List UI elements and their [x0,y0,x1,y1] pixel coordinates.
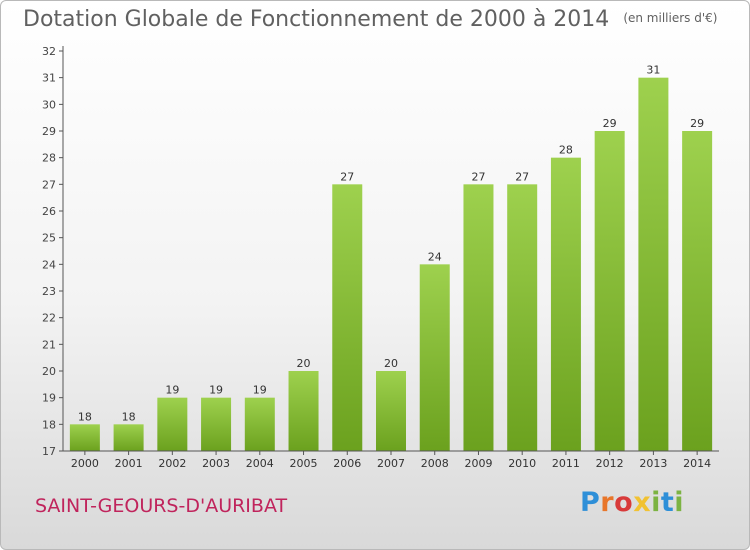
bar [288,371,319,451]
y-tick-label: 31 [42,72,56,85]
bar-value-label: 29 [690,117,704,130]
bar-value-label: 19 [165,384,179,397]
x-tick-label: 2008 [421,457,449,470]
x-tick-label: 2012 [596,457,624,470]
proxiti-logo: Proxiti [580,487,685,518]
x-tick-label: 2003 [202,457,230,470]
bar [376,371,406,451]
bar [332,184,363,452]
bar-value-label: 24 [428,250,442,263]
bar-value-label: 31 [646,64,660,77]
x-tick-label: 2006 [333,457,361,470]
x-tick-label: 2014 [683,457,711,470]
y-tick-label: 23 [42,285,56,298]
bar-value-label: 29 [603,117,617,130]
commune-name: SAINT-GEOURS-D'AURIBAT [35,495,288,517]
y-tick-label: 25 [42,232,56,245]
x-tick-label: 2001 [115,457,143,470]
x-tick-label: 2013 [639,457,667,470]
unit-note: (en milliers d'€) [623,11,718,25]
y-tick-label: 21 [42,338,56,351]
y-tick-label: 28 [42,152,56,165]
bar [550,157,581,451]
bar-value-label: 28 [559,144,573,157]
y-tick-label: 24 [42,258,56,271]
bar-value-label: 19 [209,384,223,397]
bar [419,264,450,451]
bar [157,397,188,451]
y-tick-label: 29 [42,125,56,138]
y-tick-label: 26 [42,205,56,218]
bar [507,184,538,452]
bar-value-label: 18 [122,410,136,423]
x-tick-label: 2004 [246,457,274,470]
y-tick-label: 18 [42,418,56,431]
bar [594,131,625,451]
bar [682,131,713,451]
bar-value-label: 20 [297,357,311,370]
bar [69,424,100,451]
chart-title: Dotation Globale de Fonctionnement de 20… [23,7,717,32]
x-tick-label: 2009 [464,457,492,470]
bar-value-label: 20 [384,357,398,370]
bar-value-label: 27 [340,170,354,183]
chart-title-text: Dotation Globale de Fonctionnement de 20… [23,7,610,32]
x-tick-label: 2007 [377,457,405,470]
bar [113,424,144,451]
bar-value-label: 18 [78,410,92,423]
bar-value-label: 19 [253,384,267,397]
y-tick-label: 19 [42,392,56,405]
bar [463,184,494,452]
y-tick-label: 22 [42,312,56,325]
x-tick-label: 2005 [290,457,318,470]
y-tick-label: 27 [42,178,56,191]
bar-value-label: 27 [515,170,529,183]
bar [638,77,669,452]
x-tick-label: 2002 [158,457,186,470]
bar-value-label: 27 [471,170,485,183]
y-tick-label: 30 [42,98,56,111]
y-tick-label: 20 [42,365,56,378]
x-tick-label: 2000 [71,457,99,470]
x-tick-label: 2011 [552,457,580,470]
y-tick-label: 32 [42,45,56,58]
x-tick-label: 2010 [508,457,536,470]
bar [201,397,232,451]
bar [244,397,275,451]
y-tick-label: 17 [42,445,56,458]
